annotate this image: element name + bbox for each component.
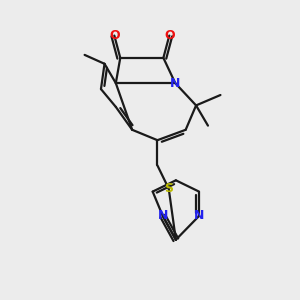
Text: O: O: [109, 29, 120, 42]
Text: S: S: [164, 182, 173, 195]
Text: N: N: [194, 209, 204, 223]
Text: N: N: [158, 209, 168, 223]
Text: N: N: [170, 76, 181, 90]
Text: O: O: [164, 29, 175, 42]
